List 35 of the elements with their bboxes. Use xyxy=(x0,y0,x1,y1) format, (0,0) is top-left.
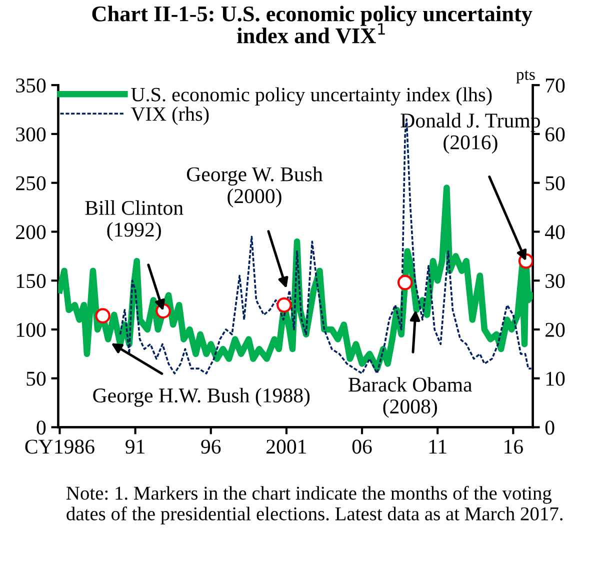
y2-tick-label: 30 xyxy=(546,274,565,288)
x-tick-label: 96 xyxy=(201,440,221,454)
legend-label: VIX (rhs) xyxy=(130,106,209,125)
y-tick-label: 150 xyxy=(16,274,46,288)
x-tick-label: 16 xyxy=(504,440,523,454)
y2-tick-label: 50 xyxy=(546,176,565,190)
y2-tick-label: 60 xyxy=(546,127,565,142)
y-tick-label: 100 xyxy=(16,322,46,337)
legend-label: U.S. economic policy uncertainty index (lhs) xyxy=(131,87,492,106)
y-tick-label: 350 xyxy=(16,78,46,93)
annotation: George W. Bush (2000) xyxy=(186,166,323,208)
x-tick-label: 2001 xyxy=(266,440,306,454)
x-tick-label: 11 xyxy=(429,440,446,454)
point xyxy=(397,274,413,290)
y-tick-label: 0 xyxy=(36,420,46,435)
point xyxy=(95,308,110,324)
y2-axis-title: pts xyxy=(516,70,535,84)
y2-tick-label: 20 xyxy=(546,322,565,337)
point xyxy=(276,297,292,313)
y2-tick-label: 10 xyxy=(546,372,565,386)
annotation: Bill Clinton (1992) xyxy=(85,200,184,241)
x-tick-label: 06 xyxy=(352,440,372,454)
y-tick-label: 200 xyxy=(16,225,46,240)
y-tick-label: 300 xyxy=(16,127,46,142)
y2-tick-label: 40 xyxy=(545,225,565,240)
chart-title: Chart II-1-5: U.S. economic policy uncertainty index and VIX$^{1}$ xyxy=(92,6,532,44)
text: Note: 1. Markers in the chart indicate the months of the voting dates of the presidential elections. Latest data as at March 2017. xyxy=(66,486,562,524)
y-tick-label: 250 xyxy=(16,176,46,190)
x-tick-label: 91 xyxy=(126,440,144,454)
y2-tick-label: 0 xyxy=(545,420,554,435)
annotation: Barack Obama (2008) xyxy=(348,377,472,418)
y-tick-label: 50 xyxy=(26,372,46,386)
x-tick-label: CY1986 xyxy=(25,440,94,454)
y2-tick-label: 70 xyxy=(546,78,565,93)
annotation: George H.W. Bush (1988) xyxy=(93,388,310,407)
